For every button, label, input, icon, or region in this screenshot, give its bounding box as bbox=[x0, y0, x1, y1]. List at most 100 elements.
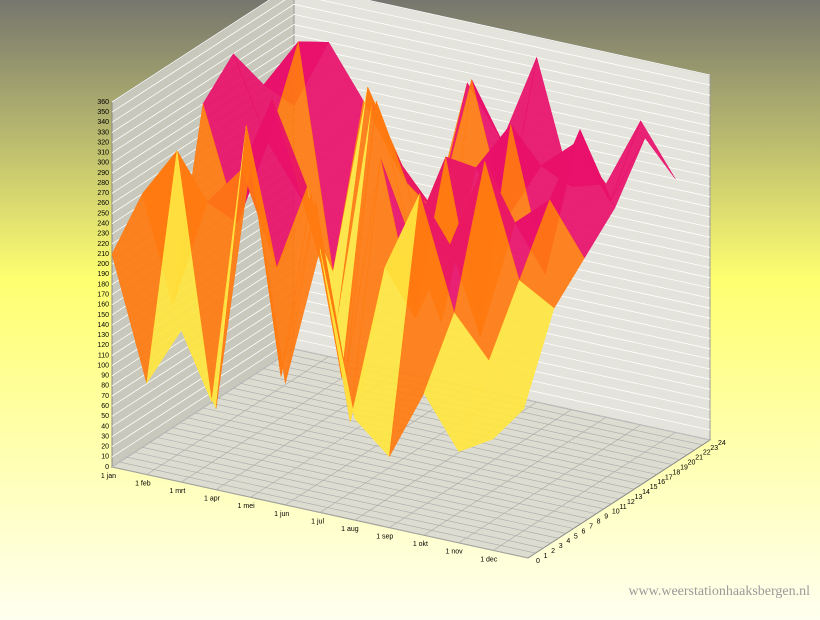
grid-line bbox=[111, 3, 711, 123]
y-tick-label: 12 bbox=[627, 499, 635, 506]
y-tick-label: 16 bbox=[657, 479, 665, 486]
grid-line bbox=[111, 24, 711, 143]
x-tick-label: 1 nov bbox=[446, 549, 464, 556]
z-tick-label: 230 bbox=[97, 231, 109, 238]
y-tick-label: 7 bbox=[589, 523, 593, 530]
y-tick-label: 20 bbox=[688, 460, 696, 467]
z-tick-label: 150 bbox=[97, 312, 109, 319]
z-tick-label: 270 bbox=[97, 190, 109, 197]
z-tick-label: 340 bbox=[97, 119, 109, 126]
z-tick-label: 110 bbox=[98, 352, 109, 359]
y-tick-label: 1 bbox=[544, 553, 548, 560]
y-tick-label: 15 bbox=[650, 484, 658, 491]
y-tick-label: 4 bbox=[566, 538, 570, 545]
grid-line bbox=[111, 0, 711, 103]
x-tick-label: 1 dec bbox=[480, 556, 498, 563]
grid-line bbox=[210, 402, 627, 495]
z-tick-label: 320 bbox=[97, 139, 109, 146]
z-tick-label: 300 bbox=[97, 160, 109, 167]
z-tick-label: 0 bbox=[105, 464, 109, 471]
z-tick-label: 100 bbox=[97, 362, 109, 369]
x-tick-label: 1 jun bbox=[274, 511, 289, 518]
grid-line bbox=[119, 461, 536, 554]
grid-line bbox=[172, 427, 589, 519]
grid-line bbox=[202, 407, 620, 500]
grid-line bbox=[111, 0, 711, 113]
y-tick-label: 9 bbox=[604, 514, 608, 521]
grid-line bbox=[142, 447, 559, 539]
y-tick-label: 11 bbox=[619, 504, 626, 511]
z-tick-label: 20 bbox=[101, 444, 109, 451]
z-tick-label: 50 bbox=[101, 413, 109, 420]
x-tick-label: 1 aug bbox=[341, 526, 359, 533]
z-tick-label: 360 bbox=[97, 99, 109, 106]
grid-line bbox=[218, 397, 635, 490]
y-tick-label: 3 bbox=[559, 543, 563, 550]
z-tick-label: 120 bbox=[97, 342, 109, 349]
z-tick-label: 200 bbox=[97, 261, 109, 268]
z-tick-label: 190 bbox=[97, 271, 109, 278]
y-tick-label: 13 bbox=[635, 494, 643, 501]
z-tick-label: 130 bbox=[97, 332, 109, 339]
x-tick-label: 1 feb bbox=[135, 480, 151, 487]
x-tick-label: 1 mrt bbox=[169, 488, 185, 495]
z-tick-label: 350 bbox=[97, 109, 109, 116]
y-tick-label: 2 bbox=[551, 548, 555, 555]
y-tick-label: 5 bbox=[574, 533, 578, 540]
x-tick-label: 1 apr bbox=[204, 496, 221, 503]
z-tick-label: 90 bbox=[101, 373, 109, 380]
y-tick-label: 22 bbox=[703, 450, 711, 457]
grid-line bbox=[157, 437, 574, 529]
grid-line bbox=[111, 466, 529, 559]
z-tick-label: 70 bbox=[101, 393, 109, 400]
y-tick-label: 23 bbox=[710, 445, 718, 452]
grid-line bbox=[180, 422, 597, 515]
z-tick-label: 80 bbox=[101, 383, 109, 390]
grid-line bbox=[111, 34, 711, 154]
grid-line bbox=[165, 432, 582, 524]
z-tick-label: 290 bbox=[97, 170, 109, 177]
x-tick-label: 1 mei bbox=[238, 503, 256, 510]
watermark: www.weerstationhaaksbergen.nl bbox=[628, 584, 810, 599]
z-tick-label: 40 bbox=[101, 423, 109, 430]
grid-line bbox=[127, 456, 544, 549]
y-tick-label: 17 bbox=[665, 474, 673, 481]
y-tick-label: 21 bbox=[695, 455, 703, 462]
z-tick-label: 30 bbox=[101, 433, 109, 440]
grid-line bbox=[195, 412, 612, 505]
y-tick-label: 18 bbox=[673, 469, 681, 476]
grid-line bbox=[111, 13, 711, 133]
y-tick-label: 6 bbox=[582, 528, 586, 535]
grid-line bbox=[187, 417, 604, 510]
z-tick-label: 180 bbox=[97, 281, 109, 288]
x-tick-label: 1 okt bbox=[413, 541, 428, 548]
z-tick-label: 330 bbox=[97, 129, 109, 136]
z-tick-label: 240 bbox=[97, 221, 109, 228]
x-tick-label: 1 sep bbox=[376, 534, 393, 541]
y-tick-label: 14 bbox=[642, 489, 650, 496]
z-tick-label: 220 bbox=[97, 241, 109, 248]
z-tick-label: 210 bbox=[97, 251, 109, 258]
grid-line bbox=[149, 442, 566, 534]
grid-line bbox=[111, 44, 711, 164]
z-tick-label: 260 bbox=[97, 200, 109, 207]
y-tick-label: 24 bbox=[718, 440, 726, 447]
z-tick-label: 280 bbox=[97, 180, 109, 187]
grid-line bbox=[233, 388, 650, 480]
z-tick-label: 140 bbox=[97, 322, 109, 329]
y-tick-label: 8 bbox=[597, 519, 601, 526]
x-tick-label: 1 jul bbox=[311, 518, 324, 525]
z-tick-label: 170 bbox=[97, 291, 109, 298]
y-tick-label: 0 bbox=[536, 558, 540, 565]
z-tick-label: 160 bbox=[97, 302, 109, 309]
y-tick-label: 10 bbox=[612, 509, 620, 516]
grid-line bbox=[225, 392, 642, 485]
y-tick-label: 19 bbox=[680, 464, 688, 471]
surface-patch bbox=[458, 360, 525, 453]
z-tick-label: 60 bbox=[101, 403, 109, 410]
z-tick-label: 310 bbox=[97, 150, 109, 157]
x-tick-label: 1 jan bbox=[101, 473, 116, 480]
z-tick-label: 250 bbox=[97, 210, 109, 217]
grid-line bbox=[134, 451, 551, 544]
